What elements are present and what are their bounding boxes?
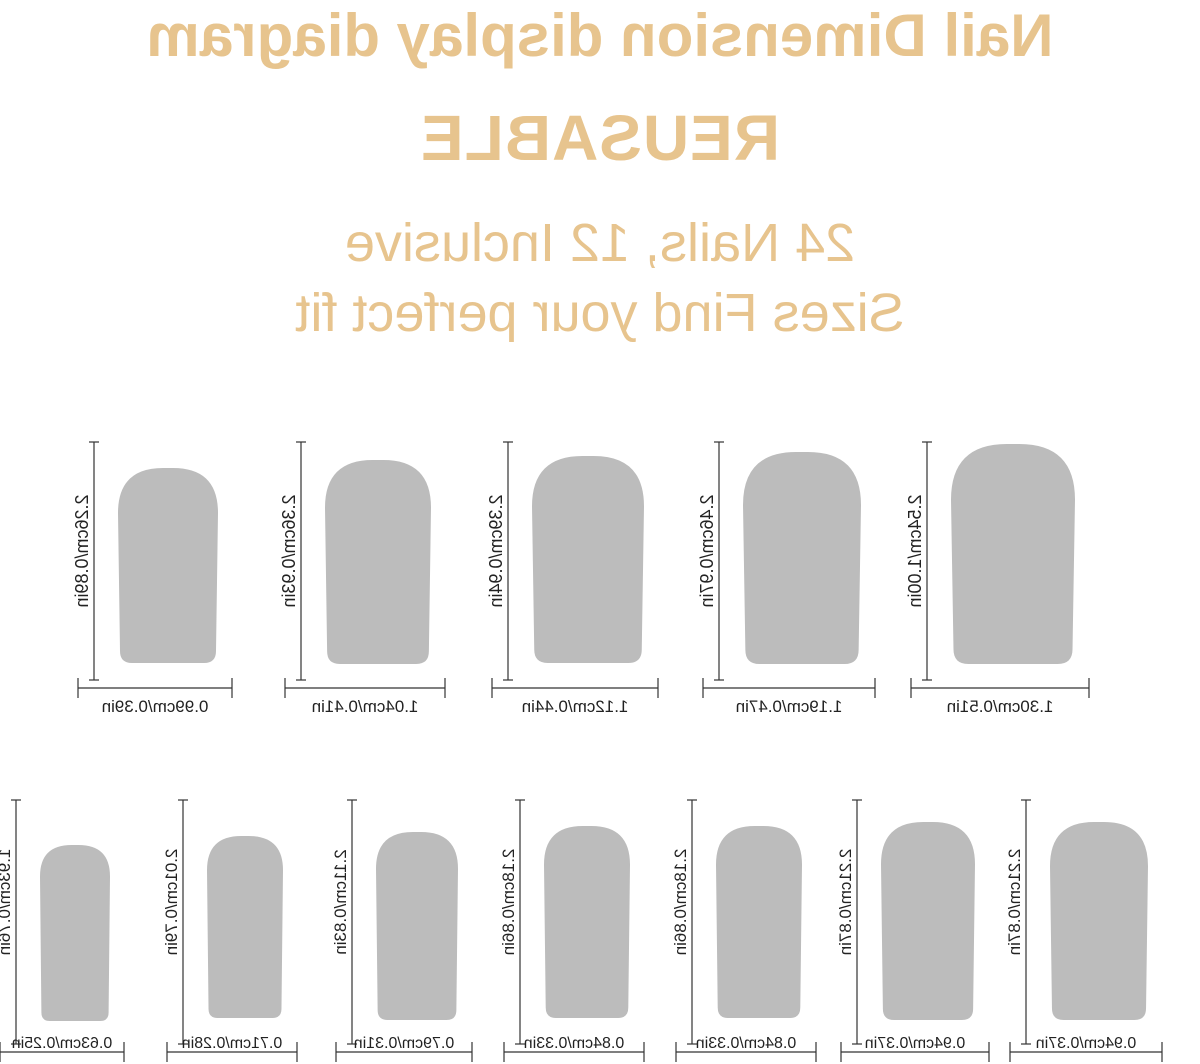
width-label: 0.99cm/0.39in [102,697,209,716]
nail-shape [532,456,644,663]
length-label: 2.01cm/0.79in [162,849,181,956]
length-label: 2.21cm/0.87in [836,849,855,956]
length-label: 2.18cm/0.86in [671,849,690,956]
width-label: 0.84cm/0.33in [696,1035,797,1052]
length-label: 2.21cm/0.87in [1005,849,1024,956]
width-label: 1.30cm/0.51in [947,697,1054,716]
nail-shape [40,845,110,1021]
width-label: 0.94cm/0.37in [865,1035,966,1052]
width-label: 0.94cm/0.37in [1036,1035,1137,1052]
length-label: 2.54cm/1.00in [905,494,925,607]
nail-shape [118,468,218,663]
width-label: 1.19cm/0.47in [736,697,843,716]
nail-shape [1050,822,1148,1020]
length-label: 2.26cm/0.89in [72,494,92,607]
nail-shape [716,826,802,1018]
nail-shape [376,832,458,1020]
nail-shape [881,822,975,1020]
nail-shape [207,836,283,1018]
width-label: 0.63cm/0.25in [12,1035,113,1052]
length-label: 2.46cm/0.97in [697,494,717,607]
width-label: 1.04cm/0.41in [312,697,419,716]
nail-shape [544,826,630,1018]
length-label: 2.36cm/0.93in [279,494,299,607]
width-label: 0.71cm/0.28in [182,1035,283,1052]
width-label: 0.79cm/0.31in [354,1035,455,1052]
width-label: 0.84cm/0.33in [524,1035,625,1052]
nail-shape [325,460,431,664]
nail-shape [951,444,1075,664]
length-label: 2.18cm/0.86in [499,849,518,956]
width-label: 1.12cm/0.44in [522,697,629,716]
length-label: 1.93cm/0.76in [0,849,14,956]
length-label: 2.39cm/0.94in [486,494,506,607]
nail-shape [743,452,861,664]
length-label: 2.11cm/0.83in [331,849,350,955]
